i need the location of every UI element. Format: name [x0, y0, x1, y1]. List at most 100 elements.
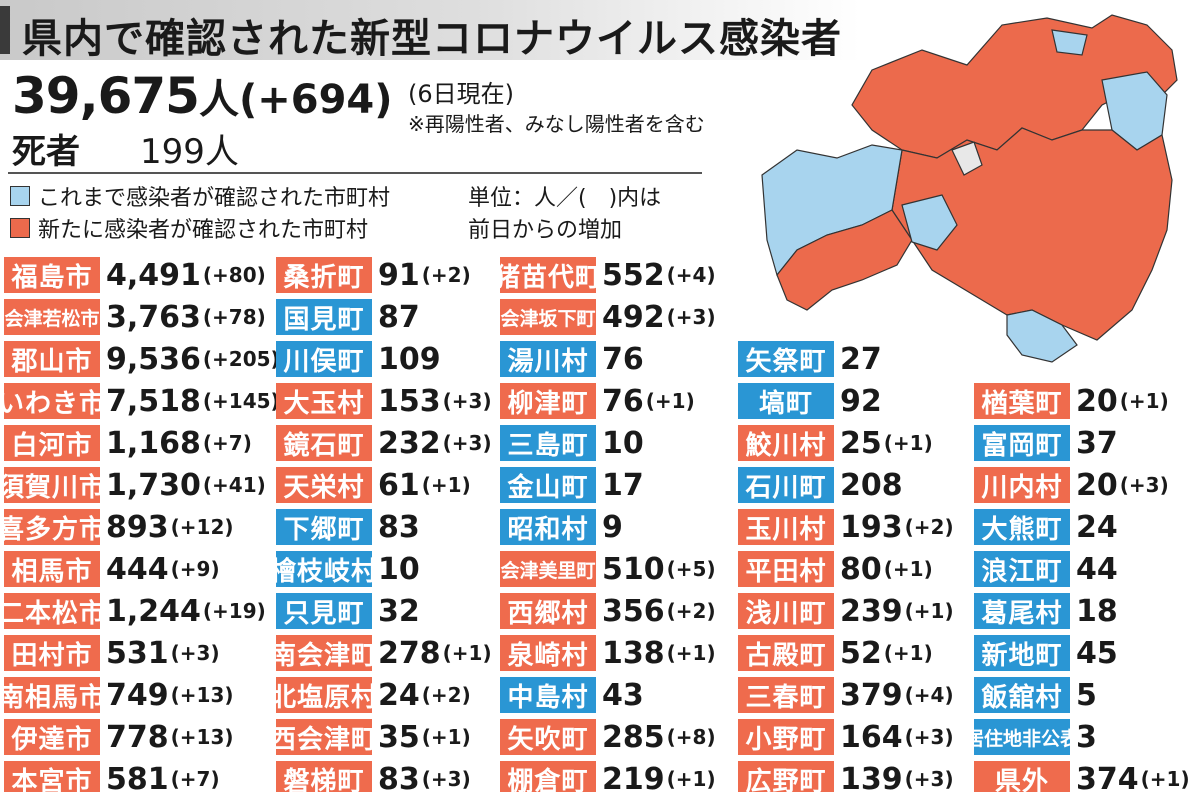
municipality-count: 24	[1076, 509, 1118, 545]
legend-new: 新たに感染者が確認された市町村	[10, 212, 368, 244]
municipality-delta: (+1)	[666, 641, 716, 665]
municipality-name: 猪苗代町	[500, 257, 596, 293]
municipality-count: 109	[378, 341, 441, 377]
municipality-name: 川内村	[974, 467, 1070, 503]
municipality-count: 35	[378, 719, 420, 755]
municipality-name: 二本松市	[4, 593, 100, 629]
municipality-entry: 大熊町 24	[974, 508, 1120, 546]
municipality-count: 239	[840, 593, 903, 629]
municipality-name: 金山町	[500, 467, 596, 503]
map-region-south-blue	[1006, 309, 1078, 363]
municipality-count: 749	[106, 677, 169, 713]
municipality-name: 本宮市	[4, 761, 100, 792]
municipality-delta: (+2)	[421, 683, 471, 707]
municipality-count: 18	[1076, 593, 1118, 629]
municipality-count: 153	[378, 383, 441, 419]
legend-prior: これまで感染者が確認された市町村	[10, 180, 390, 212]
municipality-name: 三春町	[738, 677, 834, 713]
municipality-entry: 南会津町 278 (+1)	[276, 634, 492, 672]
municipality-entry: 会津美里町 510 (+5)	[500, 550, 716, 588]
municipality-entry: 天栄村 61 (+1)	[276, 466, 471, 504]
municipality-name: 三島町	[500, 425, 596, 461]
municipality-entry: 北塩原村 24 (+2)	[276, 676, 471, 714]
municipality-name: 塙町	[738, 383, 834, 419]
municipality-count: 9	[602, 509, 623, 545]
municipality-name: 県外	[974, 761, 1070, 792]
municipality-delta: (+9)	[170, 557, 220, 581]
municipality-delta: (+1)	[421, 473, 471, 497]
municipality-name: 古殿町	[738, 635, 834, 671]
municipality-name: 柳津町	[500, 383, 596, 419]
municipality-count: 379	[840, 677, 903, 713]
municipality-count: 1,730	[106, 467, 201, 503]
municipality-count: 531	[106, 635, 169, 671]
municipality-entry: 福島市 4,491 (+80)	[4, 256, 266, 294]
municipality-entry: 広野町 139 (+3)	[738, 760, 954, 792]
municipality-count: 80	[840, 551, 882, 587]
unit-note-line1: 単位：人／( )内は	[468, 186, 662, 211]
municipality-entry: 昭和村 9	[500, 508, 625, 546]
municipality-name: 西郷村	[500, 593, 596, 629]
legend-prior-swatch	[10, 186, 30, 206]
municipality-entry: 金山町 17	[500, 466, 646, 504]
municipality-count: 7,518	[106, 383, 201, 419]
municipality-entry: 平田村 80 (+1)	[738, 550, 933, 588]
municipality-name: 玉川村	[738, 509, 834, 545]
municipality-entry: 鏡石町 232 (+3)	[276, 424, 492, 462]
municipality-delta: (+1)	[1119, 389, 1169, 413]
municipality-name: 大熊町	[974, 509, 1070, 545]
municipality-count: 278	[378, 635, 441, 671]
municipality-delta: (+3)	[421, 767, 471, 791]
municipality-entry: 相馬市 444 (+9)	[4, 550, 220, 588]
legend-divider	[8, 172, 702, 174]
municipality-delta: (+1)	[883, 431, 933, 455]
municipality-count: 893	[106, 509, 169, 545]
map-region-inland-blue	[901, 194, 958, 251]
municipality-name: 会津若松市	[4, 299, 100, 335]
municipality-count: 164	[840, 719, 903, 755]
municipality-name: 只見町	[276, 593, 372, 629]
deaths-label: 死者	[12, 132, 80, 172]
municipality-delta: (+1)	[904, 599, 954, 623]
municipality-name: 川俣町	[276, 341, 372, 377]
municipality-name: 石川町	[738, 467, 834, 503]
municipality-delta: (+78)	[202, 305, 266, 329]
municipality-delta: (+4)	[666, 263, 716, 287]
map-region-southwest-orange	[776, 209, 913, 311]
municipality-count: 552	[602, 257, 665, 293]
municipality-count: 92	[840, 383, 882, 419]
municipality-name: 湯川村	[500, 341, 596, 377]
unit-note-line2: 前日からの増加	[468, 218, 623, 243]
municipality-delta: (+7)	[170, 767, 220, 791]
legend-new-label: 新たに感染者が確認された市町村	[38, 218, 369, 243]
municipality-count: 9,536	[106, 341, 201, 377]
municipality-name: 平田村	[738, 551, 834, 587]
municipality-count: 232	[378, 425, 441, 461]
municipality-name: 南相馬市	[4, 677, 100, 713]
municipality-delta: (+1)	[442, 641, 492, 665]
municipality-entry: 楢葉町 20 (+1)	[974, 382, 1169, 420]
municipality-delta: (+3)	[442, 431, 492, 455]
map-region-center-orange	[891, 127, 1173, 341]
municipality-count: 444	[106, 551, 169, 587]
municipality-count: 17	[602, 467, 644, 503]
municipality-delta: (+80)	[202, 263, 266, 287]
municipality-entry: 須賀川市 1,730 (+41)	[4, 466, 266, 504]
legend-prior-label: これまで感染者が確認された市町村	[38, 186, 391, 211]
municipality-entry: 浪江町 44	[974, 550, 1120, 588]
municipality-delta: (+13)	[170, 725, 234, 749]
municipality-delta: (+2)	[666, 599, 716, 623]
municipality-count: 83	[378, 509, 420, 545]
legend-new-swatch	[10, 218, 30, 238]
municipality-name: 会津坂下町	[500, 299, 596, 335]
municipality-name: 磐梯町	[276, 761, 372, 792]
municipality-entry: 矢吹町 285 (+8)	[500, 718, 716, 756]
municipality-count: 24	[378, 677, 420, 713]
municipality-count: 510	[602, 551, 665, 587]
municipality-count: 1,168	[106, 425, 201, 461]
municipality-count: 25	[840, 425, 882, 461]
municipality-name: 矢吹町	[500, 719, 596, 755]
municipality-count: 37	[1076, 425, 1118, 461]
municipality-entry: 白河市 1,168 (+7)	[4, 424, 252, 462]
